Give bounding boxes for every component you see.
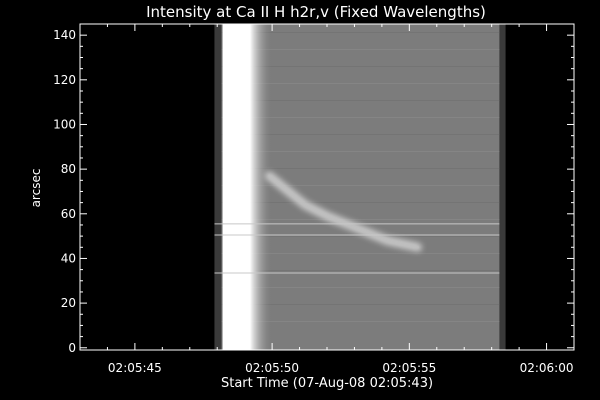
stripe	[221, 151, 500, 152]
y-tick-label: 80	[61, 162, 76, 176]
stripe	[221, 185, 500, 186]
bright-feature	[267, 174, 420, 249]
chart-title: Intensity at Ca II H h2r,v (Fixed Wavele…	[146, 3, 486, 21]
x-tick-label: 02:05:50	[245, 361, 299, 375]
stripe	[221, 117, 500, 118]
left-edge-band	[214, 24, 222, 350]
y-tick-label: 120	[53, 73, 76, 87]
y-tick-label: 0	[68, 341, 76, 355]
y-tick-label: 140	[53, 28, 76, 42]
y-axis-label: arcsec	[29, 169, 43, 208]
stripe	[221, 49, 500, 50]
right-edge-band	[499, 24, 506, 350]
x-tick-label: 02:05:55	[382, 361, 436, 375]
stripe	[221, 321, 500, 322]
stripe	[221, 236, 500, 237]
stripe	[221, 134, 500, 135]
stripe	[221, 66, 500, 67]
x-tick-label: 02:06:00	[520, 361, 574, 375]
stripe	[221, 270, 500, 271]
heatmap-image	[214, 24, 506, 350]
stripe	[221, 100, 500, 101]
bright-column	[222, 24, 251, 350]
x-axis-label: Start Time (07-Aug-08 02:05:43)	[221, 376, 433, 391]
stripe	[221, 168, 500, 169]
stripe	[221, 202, 500, 203]
stripe	[221, 304, 500, 305]
x-tick-label: 02:05:45	[108, 361, 162, 375]
y-tick-label: 40	[61, 251, 76, 265]
stripe	[221, 253, 500, 254]
stripe	[221, 83, 500, 84]
stripe	[221, 219, 500, 220]
y-tick-label: 20	[61, 296, 76, 310]
stripe	[221, 287, 500, 288]
y-tick-label: 100	[53, 117, 76, 131]
stripe	[221, 32, 500, 33]
y-tick-label: 60	[61, 207, 76, 221]
axes: 0 20 40 60 80 100 120 140 02:05:45 02:05:50 02:05:…	[53, 23, 575, 375]
